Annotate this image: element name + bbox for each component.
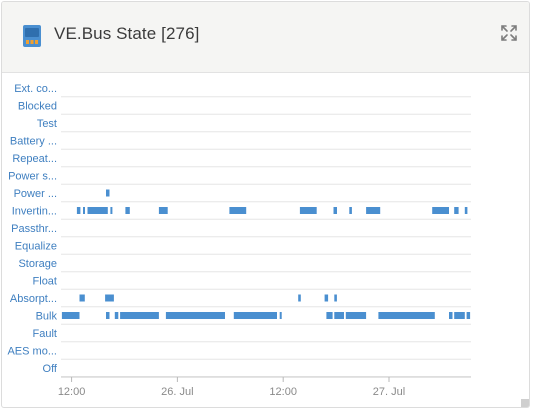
state-bar[interactable]: [106, 312, 110, 319]
y-tick-label: Power ...: [14, 188, 57, 200]
state-bar[interactable]: [79, 294, 85, 302]
y-tick-label: Bulk: [36, 311, 58, 323]
state-bar[interactable]: [334, 312, 344, 319]
y-tick-label: Test: [37, 118, 57, 130]
state-bar[interactable]: [110, 207, 113, 214]
y-tick-label: Battery ...: [10, 136, 57, 148]
state-bar[interactable]: [432, 207, 449, 214]
y-tick-label: Absorpt...: [10, 293, 57, 305]
state-bar[interactable]: [366, 207, 381, 214]
y-tick-label: Invertin...: [12, 206, 57, 218]
y-axis-labels: Ext. co... Blocked Test Battery ... Repeat..…: [7, 83, 57, 375]
state-bar[interactable]: [125, 207, 130, 214]
state-bar[interactable]: [378, 312, 435, 319]
y-tick-label: AES mo...: [7, 346, 57, 358]
state-bar[interactable]: [83, 207, 85, 214]
state-bar[interactable]: [114, 312, 119, 319]
state-bar[interactable]: [466, 312, 471, 319]
x-tick-label: 12:00: [269, 386, 297, 398]
y-tick-label: Power s...: [8, 171, 57, 183]
state-bar[interactable]: [76, 207, 81, 214]
state-bar[interactable]: [449, 312, 453, 319]
x-axis: 12:00 26. Jul 12:00 27. Jul: [58, 376, 471, 398]
state-bar[interactable]: [87, 207, 108, 214]
x-tick-label: 26. Jul: [161, 386, 193, 398]
y-tick-label: Fault: [33, 328, 57, 340]
state-bars: [61, 189, 471, 319]
state-bar[interactable]: [165, 312, 225, 319]
y-tick-label: Repeat...: [12, 153, 57, 165]
y-tick-label: Passthr...: [11, 223, 57, 235]
expand-icon[interactable]: [500, 24, 518, 42]
resize-handle[interactable]: [521, 399, 529, 407]
y-tick-label: Off: [43, 363, 58, 375]
state-bar[interactable]: [454, 312, 465, 319]
widget-title: VE.Bus State [276]: [54, 24, 200, 43]
state-bar[interactable]: [105, 294, 114, 302]
widget-header: VE.Bus State [276]: [2, 2, 529, 73]
state-timeline-chart: Ext. co... Blocked Test Battery ... Repeat..…: [7, 83, 471, 398]
state-bar[interactable]: [326, 312, 333, 319]
state-bar[interactable]: [464, 207, 468, 214]
grid-lines: [61, 96, 471, 378]
state-bar[interactable]: [120, 312, 159, 319]
x-tick-label: 27. Jul: [373, 386, 405, 398]
state-bar[interactable]: [349, 207, 352, 214]
state-bar[interactable]: [233, 312, 277, 319]
state-bar[interactable]: [299, 207, 317, 214]
ve-bus-state-widget: VE.Bus State [276] Ext. co... Blocked Test…: [1, 1, 530, 408]
x-tick-label: 12:00: [58, 386, 86, 398]
state-bar[interactable]: [345, 312, 367, 319]
state-bar[interactable]: [454, 207, 459, 214]
y-tick-label: Float: [33, 276, 57, 288]
state-bar[interactable]: [61, 312, 80, 319]
state-bar[interactable]: [158, 207, 168, 214]
y-tick-label: Equalize: [15, 241, 57, 253]
state-bar[interactable]: [298, 294, 301, 302]
inverter-icon: [23, 25, 41, 47]
state-bar[interactable]: [106, 189, 110, 197]
state-bar[interactable]: [279, 312, 282, 319]
y-tick-label: Blocked: [18, 101, 57, 113]
state-bar[interactable]: [334, 294, 337, 302]
y-tick-label: Ext. co...: [14, 83, 57, 95]
y-tick-label: Storage: [18, 258, 57, 270]
state-bar[interactable]: [229, 207, 247, 214]
state-bar[interactable]: [333, 207, 338, 214]
state-bar[interactable]: [324, 294, 329, 302]
